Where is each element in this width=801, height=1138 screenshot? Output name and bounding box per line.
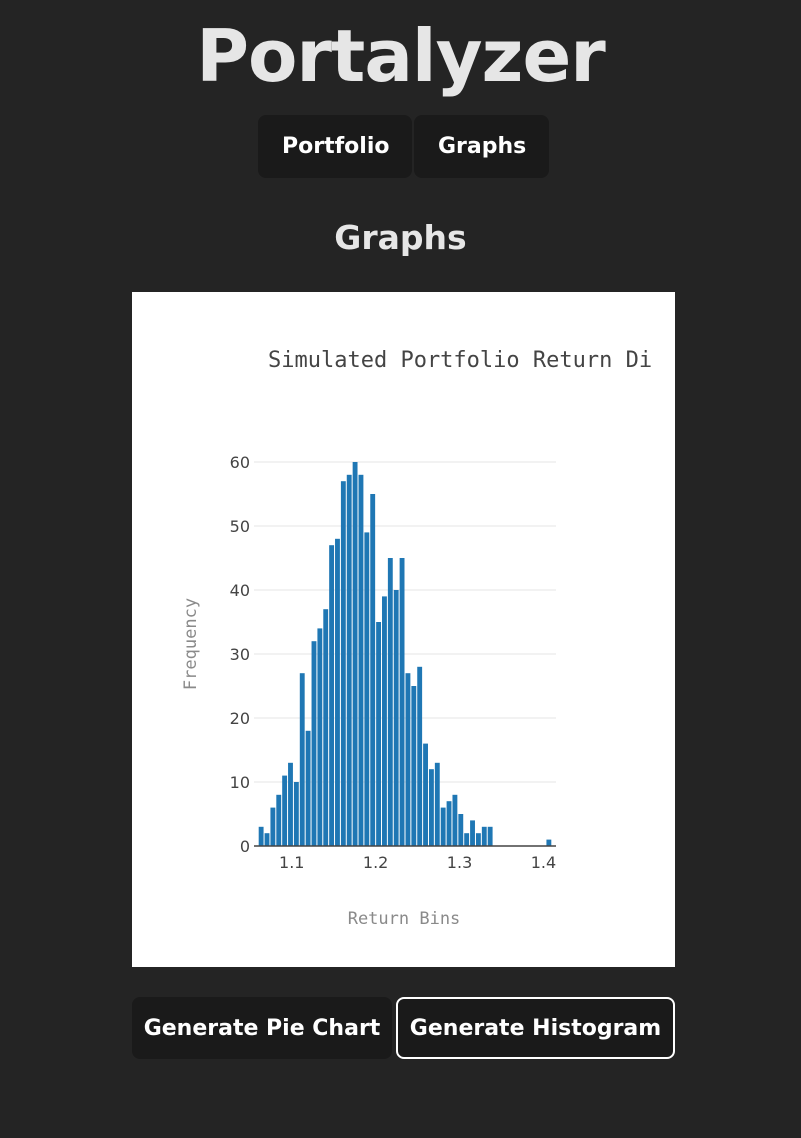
histogram-bar <box>452 794 458 846</box>
histogram-bar <box>417 666 423 846</box>
app-title: Portalyzer <box>196 14 606 98</box>
histogram-bars <box>258 462 552 846</box>
nav-portfolio-button[interactable]: Portfolio <box>258 115 412 178</box>
y-axis-ticks: 0 10 20 30 40 50 60 <box>230 453 250 856</box>
histogram-bar <box>370 494 376 846</box>
section-title: Graphs <box>334 218 467 257</box>
histogram-bar <box>340 481 346 846</box>
histogram-bar <box>264 833 270 846</box>
histogram-bar <box>317 628 323 846</box>
y-tick-label: 30 <box>230 645 250 664</box>
x-tick-label: 1.4 <box>531 853 556 872</box>
histogram-bar <box>423 743 428 846</box>
histogram-bar <box>434 762 440 846</box>
y-tick-label: 20 <box>230 709 250 728</box>
y-tick-label: 10 <box>230 773 250 792</box>
x-tick-label: 1.1 <box>279 853 304 872</box>
histogram-bar <box>387 558 393 846</box>
histogram-bar <box>399 558 405 846</box>
y-axis-label: Frequency <box>181 598 201 690</box>
histogram-bar <box>475 833 481 846</box>
chart-actions: Generate Pie Chart Generate Histogram <box>132 997 675 1059</box>
x-tick-label: 1.2 <box>363 853 388 872</box>
histogram-bar <box>323 609 329 846</box>
histogram-bar <box>470 820 475 846</box>
histogram-bar <box>464 833 470 846</box>
y-gridlines <box>254 461 556 783</box>
nav-graphs-button[interactable]: Graphs <box>414 115 549 178</box>
x-axis-label: Return Bins <box>348 909 461 929</box>
generate-pie-chart-button[interactable]: Generate Pie Chart <box>132 997 392 1059</box>
histogram-bar <box>364 532 370 846</box>
histogram-bar <box>258 826 264 846</box>
chart-title: Simulated Portfolio Return Di <box>268 348 652 373</box>
histogram-chart-panel: Simulated Portfolio Return Di 0 10 20 30 40 5… <box>132 292 675 967</box>
histogram-bar <box>405 673 411 846</box>
histogram-bar <box>546 839 552 846</box>
generate-histogram-button[interactable]: Generate Histogram <box>396 997 675 1059</box>
y-tick-label: 50 <box>230 517 250 536</box>
histogram-bar <box>282 775 288 846</box>
histogram-bar <box>299 673 305 846</box>
histogram-bar <box>270 807 276 846</box>
histogram-bar <box>393 590 399 846</box>
histogram-bar <box>276 794 282 846</box>
histogram-bar <box>446 801 452 846</box>
y-tick-label: 40 <box>230 581 250 600</box>
histogram-bar <box>376 622 382 846</box>
histogram-bar <box>305 730 311 846</box>
histogram-bar <box>487 826 493 846</box>
histogram-bar <box>346 474 352 846</box>
histogram-bar <box>335 538 340 846</box>
histogram-bar <box>311 641 317 846</box>
histogram-bar <box>411 686 417 846</box>
histogram-bar <box>358 474 364 846</box>
histogram-bar <box>352 462 358 846</box>
histogram-bar <box>382 596 387 846</box>
histogram-bar <box>440 807 446 846</box>
histogram-bar <box>458 814 464 846</box>
histogram-chart: Simulated Portfolio Return Di 0 10 20 30 40 5… <box>181 348 652 929</box>
histogram-bar <box>428 769 434 846</box>
y-tick-label: 60 <box>230 453 250 472</box>
x-tick-label: 1.3 <box>447 853 472 872</box>
histogram-bar <box>288 762 293 846</box>
main-nav: Portfolio Graphs <box>258 115 549 178</box>
y-tick-label: 0 <box>240 837 250 856</box>
histogram-bar <box>481 826 487 846</box>
x-axis-ticks: 1.1 1.2 1.3 1.4 <box>279 853 556 872</box>
histogram-bar <box>293 782 299 846</box>
histogram-bar <box>329 545 335 846</box>
